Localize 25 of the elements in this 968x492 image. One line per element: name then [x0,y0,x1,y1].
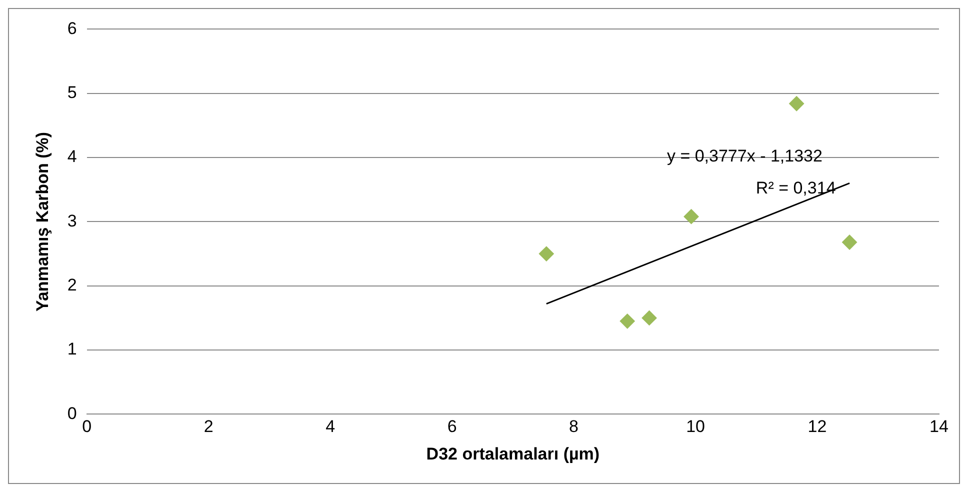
y-tick-label: 2 [67,276,77,295]
x-tick-label: 8 [569,417,579,436]
y-tick-label: 4 [67,147,77,166]
y-tick-label: 5 [67,83,77,102]
y-tick-label: 6 [67,18,77,38]
x-tick-label: 6 [447,417,457,436]
point [538,246,554,262]
point [684,209,699,224]
point [642,310,657,326]
x-tick-label: 14 [930,417,948,436]
point [620,314,635,329]
y-tick-label: 3 [67,211,77,230]
x-axis-title: D32 ortalamaları (µm) [426,444,600,464]
x-tick-label: 10 [686,417,705,436]
point [842,234,858,250]
y-tick-label: 1 [67,340,77,359]
y-tick-label: 0 [67,404,77,423]
y-axis-title: Yanmamış Karbon (%) [32,132,52,312]
x-tick-label: 12 [808,417,827,436]
x-tick-label: 4 [326,417,336,436]
x-tick-label: 2 [204,417,214,436]
x-tick-label: 0 [82,417,92,436]
annotation: y = 0,3777x - 1,1332 [666,146,822,166]
point [789,96,804,112]
annotation: R² = 0,314 [756,178,836,198]
